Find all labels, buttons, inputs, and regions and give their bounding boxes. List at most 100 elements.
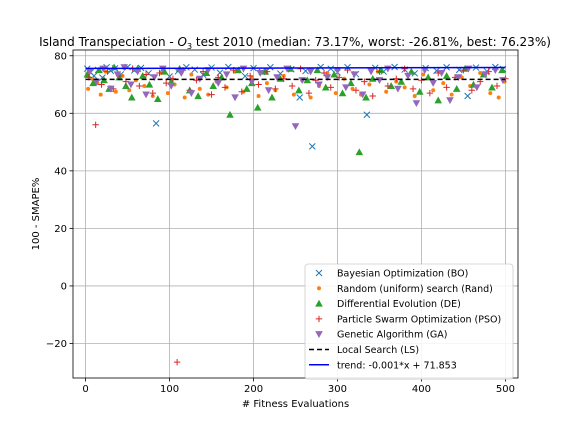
y-tick-label: 0 [61, 281, 67, 292]
pso-point [149, 89, 156, 97]
y-tick-label: 80 [54, 51, 67, 62]
pso-point [246, 72, 254, 80]
rand-point [189, 72, 194, 77]
ga-point [106, 85, 115, 93]
ga-point [315, 81, 323, 89]
rand-point [496, 95, 501, 100]
pso-point [401, 65, 408, 72]
ga-point [291, 123, 300, 131]
ga-point [350, 71, 359, 79]
rand-point [478, 71, 483, 76]
bo-point [266, 63, 274, 71]
ga-point [437, 69, 446, 77]
pso-point [384, 82, 392, 90]
de-point [330, 70, 338, 78]
x-tick-label: 0 [82, 384, 88, 395]
de-point [368, 74, 377, 82]
rand-point [197, 86, 202, 91]
pso-point [221, 84, 229, 91]
rand-point [206, 92, 211, 97]
y-tick-label: −20 [46, 339, 67, 350]
plot-frame [72, 49, 519, 379]
ga-point [421, 67, 429, 74]
legend-marker [317, 286, 321, 291]
pso-point [443, 84, 450, 91]
rand-point [384, 89, 389, 94]
legend-marker [315, 315, 323, 323]
rand-point [325, 71, 330, 76]
ga-point [473, 84, 481, 92]
pso-point [92, 121, 99, 129]
de-point [488, 83, 496, 91]
ga-point [404, 72, 412, 80]
pso-point [369, 92, 376, 100]
rand-point [488, 91, 493, 96]
bo-point [152, 120, 160, 127]
ga-point [127, 81, 135, 89]
de-point [434, 96, 443, 104]
ga-point [159, 65, 167, 73]
ga-point [454, 74, 463, 82]
y-axis-label: 100 - SMAPE% [31, 178, 42, 251]
ga-point [92, 78, 101, 86]
ga-point [358, 91, 367, 99]
pso-point [136, 82, 143, 90]
bo-point [224, 63, 232, 71]
x-axis-label: # Fitness Evaluations [242, 399, 349, 410]
ga-point [167, 82, 176, 90]
x-tick-label: 500 [496, 384, 515, 395]
pso-point [305, 89, 313, 97]
bo-point [145, 69, 152, 77]
de-point [355, 148, 364, 156]
bo-point [327, 65, 335, 73]
legend-marker [315, 269, 323, 277]
ga-point [429, 80, 437, 87]
de-point [498, 66, 506, 74]
rand-point [165, 91, 170, 96]
bo-point [296, 94, 304, 101]
ga-point [333, 67, 342, 74]
legend-marker [315, 299, 323, 307]
de-point [253, 103, 262, 111]
rand-point [412, 94, 417, 99]
legend: Bayesian Optimization (BO) Random (unifor… [304, 263, 514, 380]
de-point [127, 93, 136, 101]
ga-point [446, 97, 454, 105]
rand-point [441, 81, 446, 86]
plot-series [83, 63, 509, 366]
pso-point [288, 82, 296, 90]
ga-point [187, 90, 196, 97]
y-tick-label: 40 [54, 166, 67, 177]
de-point [89, 79, 97, 87]
pso-point [199, 68, 207, 75]
rand-point [333, 91, 338, 96]
de-point [268, 93, 276, 101]
de-point [243, 85, 251, 92]
pso-point [327, 84, 334, 91]
pso-point [255, 81, 262, 88]
bo-point [241, 72, 249, 80]
ga-point [264, 87, 273, 95]
rand-point [402, 85, 407, 90]
de-point [202, 69, 211, 77]
ga-point [214, 80, 223, 87]
pso-point [263, 68, 271, 75]
de-point [415, 87, 424, 95]
ga-point [273, 74, 281, 82]
ga-point [256, 69, 265, 77]
chart-title: Island Transpeciation - O3 test 2010 (me… [39, 35, 551, 51]
series-pso-point [85, 65, 509, 366]
pso-point [312, 77, 319, 84]
pso-point [409, 85, 417, 93]
ga-point [306, 68, 315, 76]
pso-point [335, 74, 343, 81]
ga-point [481, 71, 490, 79]
pso-point [104, 68, 111, 75]
de-point [276, 74, 285, 82]
de-point [303, 76, 312, 84]
ga-point [231, 94, 239, 102]
rand-point [120, 73, 125, 78]
pso-point [238, 88, 245, 95]
de-point [145, 80, 154, 88]
